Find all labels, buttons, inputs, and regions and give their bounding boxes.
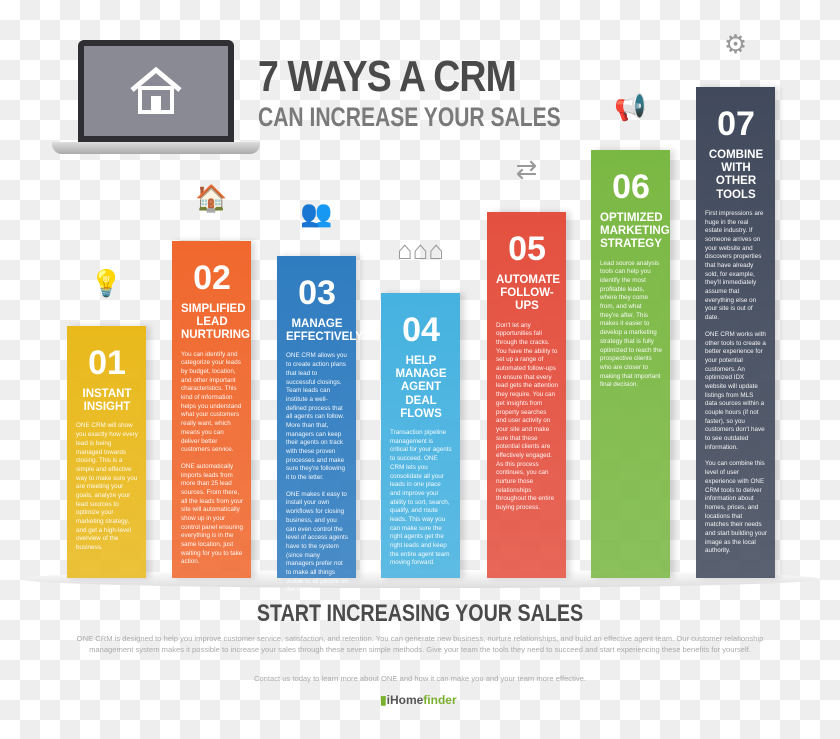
lightbulb-person-icon: 💡 [90,268,123,298]
step-paragraph: Lead source analysis tools can help you … [600,259,662,389]
step-paragraph: Don't let any opportunities fall through… [496,321,558,512]
step-paragraph: ONE makes it easy to install your own wo… [286,490,348,594]
laptop-illustration [78,40,234,142]
step-number: 03 [298,274,336,312]
team-icon: 👥 [300,198,333,228]
houses-cycle-icon: ⇄ [515,154,538,184]
step-paragraph: ONE automatically imports leads from mor… [181,462,243,566]
step-column-03: 03 MANAGE EFFECTIVELY ONE CRM allows you t… [277,256,363,593]
step-body: Don't let any opportunities fall through… [496,322,558,513]
step-heading: HELP MANAGE AGENT DEAL FLOWS [395,355,447,420]
step-body: Lead source analysis tools can help you … [600,260,662,390]
step-body: First impressions are huge in the real e… [705,210,767,556]
step-paragraph: You can combine this level of user exper… [705,460,767,555]
step-heading: OPTIMIZED MARKETING STRATEGY [600,212,670,251]
step-column-05: 05 AUTOMATE FOLLOW-UPS Don't let any oppor… [487,212,566,578]
step-body: Transaction pipeline management is criti… [390,429,452,568]
person-gear-icon: ⚙ [723,29,748,59]
step-paragraph: ONE CRM works with other tools to create… [705,330,766,451]
house-chat-icon: 🏠 [195,183,228,213]
step-paragraph: ONE CRM will show you exactly how every … [76,422,138,552]
step-heading: INSTANT INSIGHT [82,388,132,414]
footer-contact: Contact us today to learn more about ONE… [253,674,587,683]
step-heading: MANAGE EFFECTIVELY [286,318,363,344]
step-paragraph: First impressions are huge in the real e… [705,209,764,322]
step-paragraph: Transaction pipeline management is criti… [390,429,452,567]
step-body: ONE CRM allows you to create action plan… [286,352,348,595]
step-column-06: 06 OPTIMIZED MARKETING STRATEGY Lead sourc… [591,150,670,578]
footer-text: ONE CRM is designed to help you improve … [76,634,764,654]
step-column-02: 02 SIMPLIFIED LEAD NURTURING You can ident… [172,241,251,578]
step-heading: COMBINE WITH OTHER TOOLS [708,149,764,201]
house-icon [130,66,182,114]
step-paragraph: You can identify and categorize your lea… [181,350,242,454]
footer-heading: START INCREASING YOUR SALES [256,600,584,627]
step-column-07: 07 COMBINE WITH OTHER TOOLS First impressi… [696,87,775,578]
page-title: 7 WAYS A CRM [258,52,517,101]
step-body: You can identify and categorize your lea… [181,351,243,568]
step-number: 02 [193,259,231,297]
step-number: 04 [402,311,440,349]
step-body: ONE CRM will show you exactly how every … [76,422,138,552]
step-number: 01 [88,344,126,382]
step-heading: SIMPLIFIED LEAD NURTURING [181,303,250,342]
step-number: 06 [612,168,650,206]
step-column-04: 04 HELP MANAGE AGENT DEAL FLOWS Transactio… [381,293,460,578]
step-heading: AUTOMATE FOLLOW-UPS [496,274,561,313]
agent-houses-icon: ⌂⌂⌂ [396,235,445,265]
step-paragraph: ONE CRM allows you to create action plan… [286,352,347,482]
megaphone-board-icon: 📢 [614,92,647,122]
page-subtitle: CAN INCREASE YOUR SALES [258,102,561,132]
step-number: 07 [717,105,755,143]
step-number: 05 [508,230,546,268]
ihomefinder-logo: ▮iHomefinder [380,693,457,707]
laptop-base [52,142,260,154]
step-column-01: 01 INSTANT INSIGHT ONE CRM will show you e… [67,326,146,578]
